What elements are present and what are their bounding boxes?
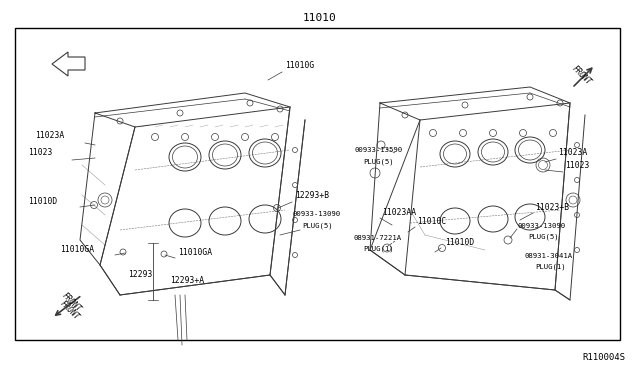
Text: 00933-13090: 00933-13090 xyxy=(518,223,566,229)
Text: 12293+B: 12293+B xyxy=(295,191,329,200)
Text: 11023+B: 11023+B xyxy=(535,203,569,212)
Text: PLUG(5): PLUG(5) xyxy=(302,222,333,228)
Text: PLUG(1): PLUG(1) xyxy=(535,263,566,269)
Text: 00933-13590: 00933-13590 xyxy=(355,147,403,153)
Text: 11023: 11023 xyxy=(565,161,589,170)
Text: 11010D: 11010D xyxy=(28,197,57,206)
Text: 11010GA: 11010GA xyxy=(60,245,94,254)
Text: 11023: 11023 xyxy=(28,148,52,157)
Text: 11010: 11010 xyxy=(303,13,337,23)
Text: 11010G: 11010G xyxy=(285,61,314,70)
Polygon shape xyxy=(52,52,85,76)
Text: 12293+A: 12293+A xyxy=(170,276,204,285)
Text: 11023A: 11023A xyxy=(558,148,588,157)
Text: 00933-13090: 00933-13090 xyxy=(293,211,341,217)
Text: 12293: 12293 xyxy=(128,270,152,279)
Text: PLUG(5): PLUG(5) xyxy=(363,158,394,164)
Text: 11010D: 11010D xyxy=(445,238,474,247)
Text: PLUG(1): PLUG(1) xyxy=(363,246,394,253)
Text: 11010GA: 11010GA xyxy=(178,248,212,257)
Bar xyxy=(15,28,620,340)
Text: PLUG(5): PLUG(5) xyxy=(528,233,559,240)
Text: R110004S: R110004S xyxy=(582,353,625,362)
Text: 11023AA: 11023AA xyxy=(382,208,416,217)
Text: FRONT: FRONT xyxy=(59,299,81,321)
Text: FRONT: FRONT xyxy=(61,291,83,313)
Text: FRONT: FRONT xyxy=(571,64,593,86)
Text: 11010C: 11010C xyxy=(417,217,446,226)
Text: 08931-7221A: 08931-7221A xyxy=(354,235,402,241)
Text: 08931-3041A: 08931-3041A xyxy=(525,253,573,259)
Text: 11023A: 11023A xyxy=(35,131,64,140)
